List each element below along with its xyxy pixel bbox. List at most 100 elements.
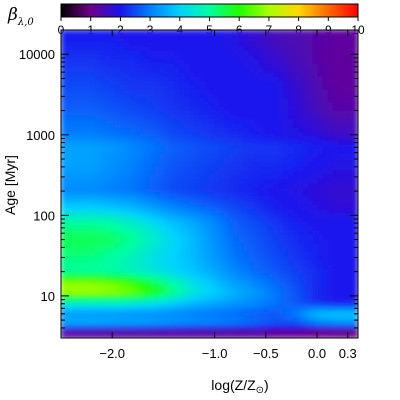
- heatmap-cell: [61, 303, 67, 309]
- heatmap-cell: [124, 140, 131, 146]
- heatmap-cell: [194, 256, 201, 262]
- heatmap-cell: [273, 72, 280, 78]
- heatmap-cell: [75, 251, 82, 258]
- heatmap-cell: [149, 179, 156, 185]
- heatmap-cell: [298, 333, 305, 338]
- heatmap-cell: [61, 174, 67, 181]
- heatmap-cell: [352, 179, 358, 185]
- heatmap-cell: [238, 311, 245, 318]
- heatmap-cell: [258, 179, 265, 185]
- heatmap-cell: [228, 328, 235, 335]
- heatmap-cell: [337, 299, 344, 305]
- heatmap-cell: [283, 243, 290, 249]
- heatmap-cell: [75, 183, 82, 189]
- heatmap-cell: [159, 89, 166, 95]
- heatmap-cell: [184, 222, 191, 228]
- heatmap-cell: [253, 153, 260, 159]
- heatmap-cell: [149, 149, 156, 155]
- heatmap-cell: [75, 33, 82, 40]
- heatmap-cell: [312, 324, 319, 330]
- heatmap-cell: [134, 85, 141, 91]
- heatmap-cell: [194, 328, 201, 335]
- heatmap-cell: [110, 303, 116, 309]
- heatmap-cell: [159, 123, 166, 129]
- heatmap-cell: [70, 222, 77, 228]
- heatmap-cell: [61, 209, 67, 215]
- heatmap-cell: [308, 226, 314, 232]
- heatmap-cell: [100, 85, 107, 91]
- heatmap-cell: [332, 324, 339, 330]
- heatmap-cell: [298, 38, 305, 44]
- heatmap-cell: [204, 222, 210, 228]
- heatmap-cell: [322, 42, 329, 48]
- heatmap-cell: [209, 119, 215, 125]
- heatmap-cell: [248, 63, 255, 69]
- heatmap-cell: [293, 38, 300, 44]
- heatmap-cell: [243, 140, 250, 146]
- heatmap-cell: [65, 63, 72, 69]
- heatmap-cell: [65, 303, 72, 309]
- heatmap-cell: [298, 157, 305, 164]
- heatmap-cell: [129, 222, 136, 228]
- heatmap-cell: [199, 93, 206, 99]
- heatmap-cell: [258, 170, 265, 176]
- heatmap-cell: [268, 316, 275, 322]
- heatmap-cell: [303, 209, 309, 215]
- heatmap-cell: [204, 166, 210, 172]
- heatmap-cell: [159, 200, 166, 206]
- heatmap-cell: [90, 239, 97, 245]
- heatmap-cell: [65, 55, 72, 61]
- heatmap-cell: [129, 42, 136, 48]
- heatmap-cell: [65, 192, 72, 198]
- heatmap-cell: [70, 247, 77, 253]
- heatmap-cell: [263, 162, 270, 168]
- heatmap-cell: [124, 68, 131, 74]
- heatmap-cell: [199, 55, 206, 61]
- heatmap-cell: [114, 119, 121, 125]
- heatmap-cell: [110, 281, 116, 288]
- heatmap-cell: [169, 174, 176, 181]
- heatmap-cell: [347, 89, 354, 95]
- heatmap-cell: [233, 234, 240, 241]
- heatmap-cell: [134, 251, 141, 258]
- heatmap-cell: [144, 153, 151, 159]
- heatmap-cell: [149, 187, 156, 194]
- heatmap-cell: [248, 192, 255, 198]
- heatmap-cell: [95, 273, 102, 279]
- heatmap-cell: [218, 72, 225, 78]
- heatmap-cell: [184, 311, 191, 318]
- heatmap-cell: [347, 42, 354, 48]
- heatmap-cell: [243, 38, 250, 44]
- heatmap-cell: [95, 72, 102, 78]
- heatmap-cell: [184, 316, 191, 322]
- heatmap-cell: [223, 251, 230, 258]
- heatmap-cell: [149, 303, 156, 309]
- heatmap-cell: [317, 234, 324, 241]
- heatmap-cell: [124, 149, 131, 155]
- heatmap-cell: [258, 85, 265, 91]
- heatmap-cell: [243, 294, 250, 300]
- heatmap-cell: [154, 307, 161, 313]
- heatmap-cell: [114, 222, 121, 228]
- heatmap-cell: [194, 303, 201, 309]
- heatmap-cell: [164, 217, 171, 223]
- heatmap-cell: [149, 251, 156, 258]
- heatmap-cell: [204, 115, 210, 121]
- heatmap-cell: [327, 187, 334, 194]
- heatmap-cell: [114, 72, 121, 78]
- heatmap-cell: [179, 93, 186, 99]
- heatmap-cell: [159, 217, 166, 223]
- heatmap-cell: [105, 307, 111, 313]
- heatmap-cell: [303, 93, 309, 99]
- heatmap-cell: [337, 273, 344, 279]
- heatmap-cell: [114, 217, 121, 223]
- heatmap-cell: [327, 145, 334, 151]
- heatmap-cell: [337, 127, 344, 134]
- heatmap-cell: [308, 102, 314, 108]
- heatmap-cell: [322, 123, 329, 129]
- heatmap-cell: [114, 243, 121, 249]
- heatmap-cell: [312, 192, 319, 198]
- heatmap-cell: [322, 55, 329, 61]
- heatmap-cell: [238, 260, 245, 266]
- heatmap-cell: [248, 316, 255, 322]
